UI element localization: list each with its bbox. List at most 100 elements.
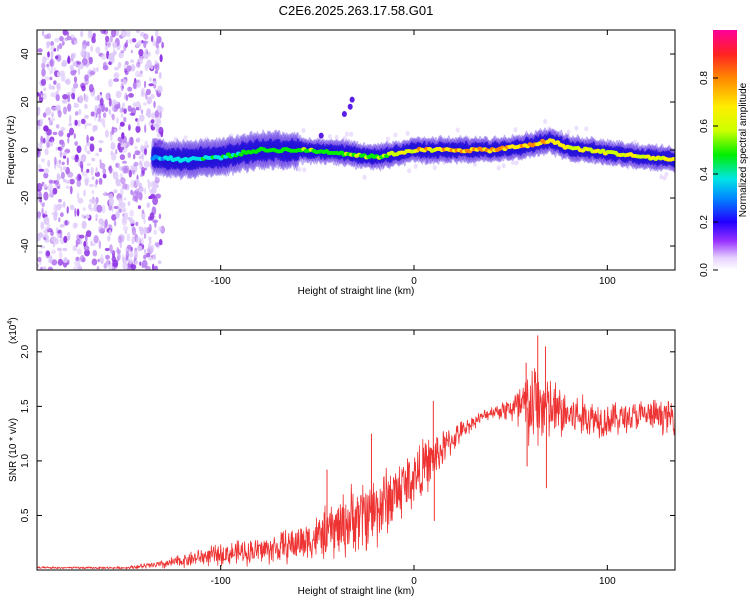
- noise-blob: [67, 171, 74, 178]
- noise-blob: [108, 61, 112, 65]
- noise-blob: [123, 79, 127, 85]
- noise-blob: [39, 141, 43, 150]
- noise-blob: [141, 259, 148, 268]
- halo-blob: [468, 137, 473, 143]
- noise-blob: [69, 66, 74, 71]
- noise-blob: [41, 68, 46, 77]
- noise-blob: [119, 107, 123, 114]
- noise-blob: [108, 109, 112, 115]
- noise-blob: [127, 152, 132, 159]
- noise-blob: [99, 228, 104, 234]
- noise-blob: [136, 137, 141, 143]
- noise-blob: [152, 140, 159, 144]
- halo-blob: [584, 126, 589, 132]
- noise-blob: [72, 62, 77, 67]
- noise-blob: [50, 92, 57, 98]
- noise-blob: [134, 145, 138, 150]
- noise-blob: [92, 125, 96, 133]
- noise-blob: [122, 102, 125, 109]
- noise-blob: [137, 118, 140, 127]
- noise-blob: [128, 258, 133, 265]
- noise-blob: [86, 41, 90, 47]
- noise-blob: [60, 212, 64, 218]
- noise-blob: [148, 195, 153, 200]
- noise-blob: [152, 39, 156, 47]
- figure-title: C2E6.2025.263.17.58.G01: [279, 3, 434, 18]
- halo-blob: [170, 173, 175, 179]
- y-tick-label: 2.0: [20, 344, 31, 358]
- noise-blob: [109, 165, 113, 174]
- noise-blob: [54, 37, 60, 43]
- noise-blob: [59, 149, 63, 158]
- noise-blob: [122, 160, 127, 164]
- noise-blob: [154, 176, 160, 184]
- noise-blob: [50, 65, 54, 74]
- noise-blob: [43, 87, 47, 92]
- noise-blob: [77, 67, 81, 76]
- noise-blob: [158, 239, 163, 246]
- noise-blob: [127, 105, 132, 112]
- noise-blob: [71, 92, 75, 100]
- noise-blob: [143, 248, 147, 254]
- noise-blob: [39, 118, 43, 127]
- noise-blob: [84, 114, 89, 119]
- noise-blob: [52, 187, 58, 195]
- noise-blob: [41, 56, 47, 64]
- noise-blob: [50, 117, 56, 122]
- noise-blob: [68, 122, 73, 127]
- noise-blob: [134, 80, 140, 83]
- noise-blob: [112, 259, 119, 268]
- noise-blob: [111, 126, 115, 135]
- noise-blob: [65, 185, 70, 189]
- noise-blob: [69, 204, 75, 211]
- noise-blob: [101, 204, 106, 214]
- halo-blob: [205, 172, 210, 178]
- noise-blob: [88, 84, 94, 93]
- noise-blob: [137, 73, 144, 77]
- halo-blob: [304, 139, 309, 145]
- noise-blob: [86, 230, 92, 238]
- noise-blob: [126, 244, 132, 250]
- spectrogram-x-label: Height of straight line (km): [298, 286, 415, 297]
- noise-blob: [159, 110, 162, 119]
- noise-blob: [114, 104, 121, 109]
- noise-blob: [141, 152, 144, 162]
- isolated-blob: [349, 96, 355, 103]
- noise-blob: [121, 132, 125, 140]
- halo-blob: [432, 165, 437, 171]
- noise-blob: [72, 69, 77, 74]
- noise-blob: [61, 61, 67, 68]
- noise-blob: [118, 51, 124, 59]
- noise-blob: [58, 130, 64, 137]
- noise-blob: [102, 173, 107, 179]
- noise-blob: [68, 114, 72, 124]
- noise-blob: [37, 107, 41, 116]
- halo-blob: [173, 136, 178, 142]
- noise-blob: [113, 66, 120, 71]
- snr-multiplier-base: (x10: [8, 324, 19, 344]
- halo-blob: [280, 161, 285, 167]
- noise-blob: [43, 172, 49, 179]
- noise-blob: [72, 245, 78, 252]
- halo-blob: [513, 127, 518, 133]
- noise-blob: [73, 76, 78, 83]
- noise-blob: [84, 145, 88, 153]
- halo-blob: [481, 137, 485, 143]
- noise-blob: [153, 83, 157, 89]
- noise-blob: [150, 119, 155, 124]
- snr-marks: [37, 335, 675, 570]
- noise-blob: [57, 71, 61, 78]
- noise-blob: [161, 41, 164, 49]
- noise-blob: [122, 213, 125, 217]
- noise-blob: [95, 213, 99, 219]
- snr-series-line: [37, 368, 675, 570]
- noise-blob: [117, 197, 124, 203]
- noise-blob: [80, 49, 85, 58]
- noise-blob: [160, 131, 164, 138]
- noise-blob: [148, 223, 152, 233]
- noise-blob: [131, 38, 137, 43]
- noise-blob: [73, 133, 76, 139]
- noise-blob: [159, 106, 164, 113]
- noise-blob: [155, 49, 160, 55]
- noise-blob: [148, 236, 152, 241]
